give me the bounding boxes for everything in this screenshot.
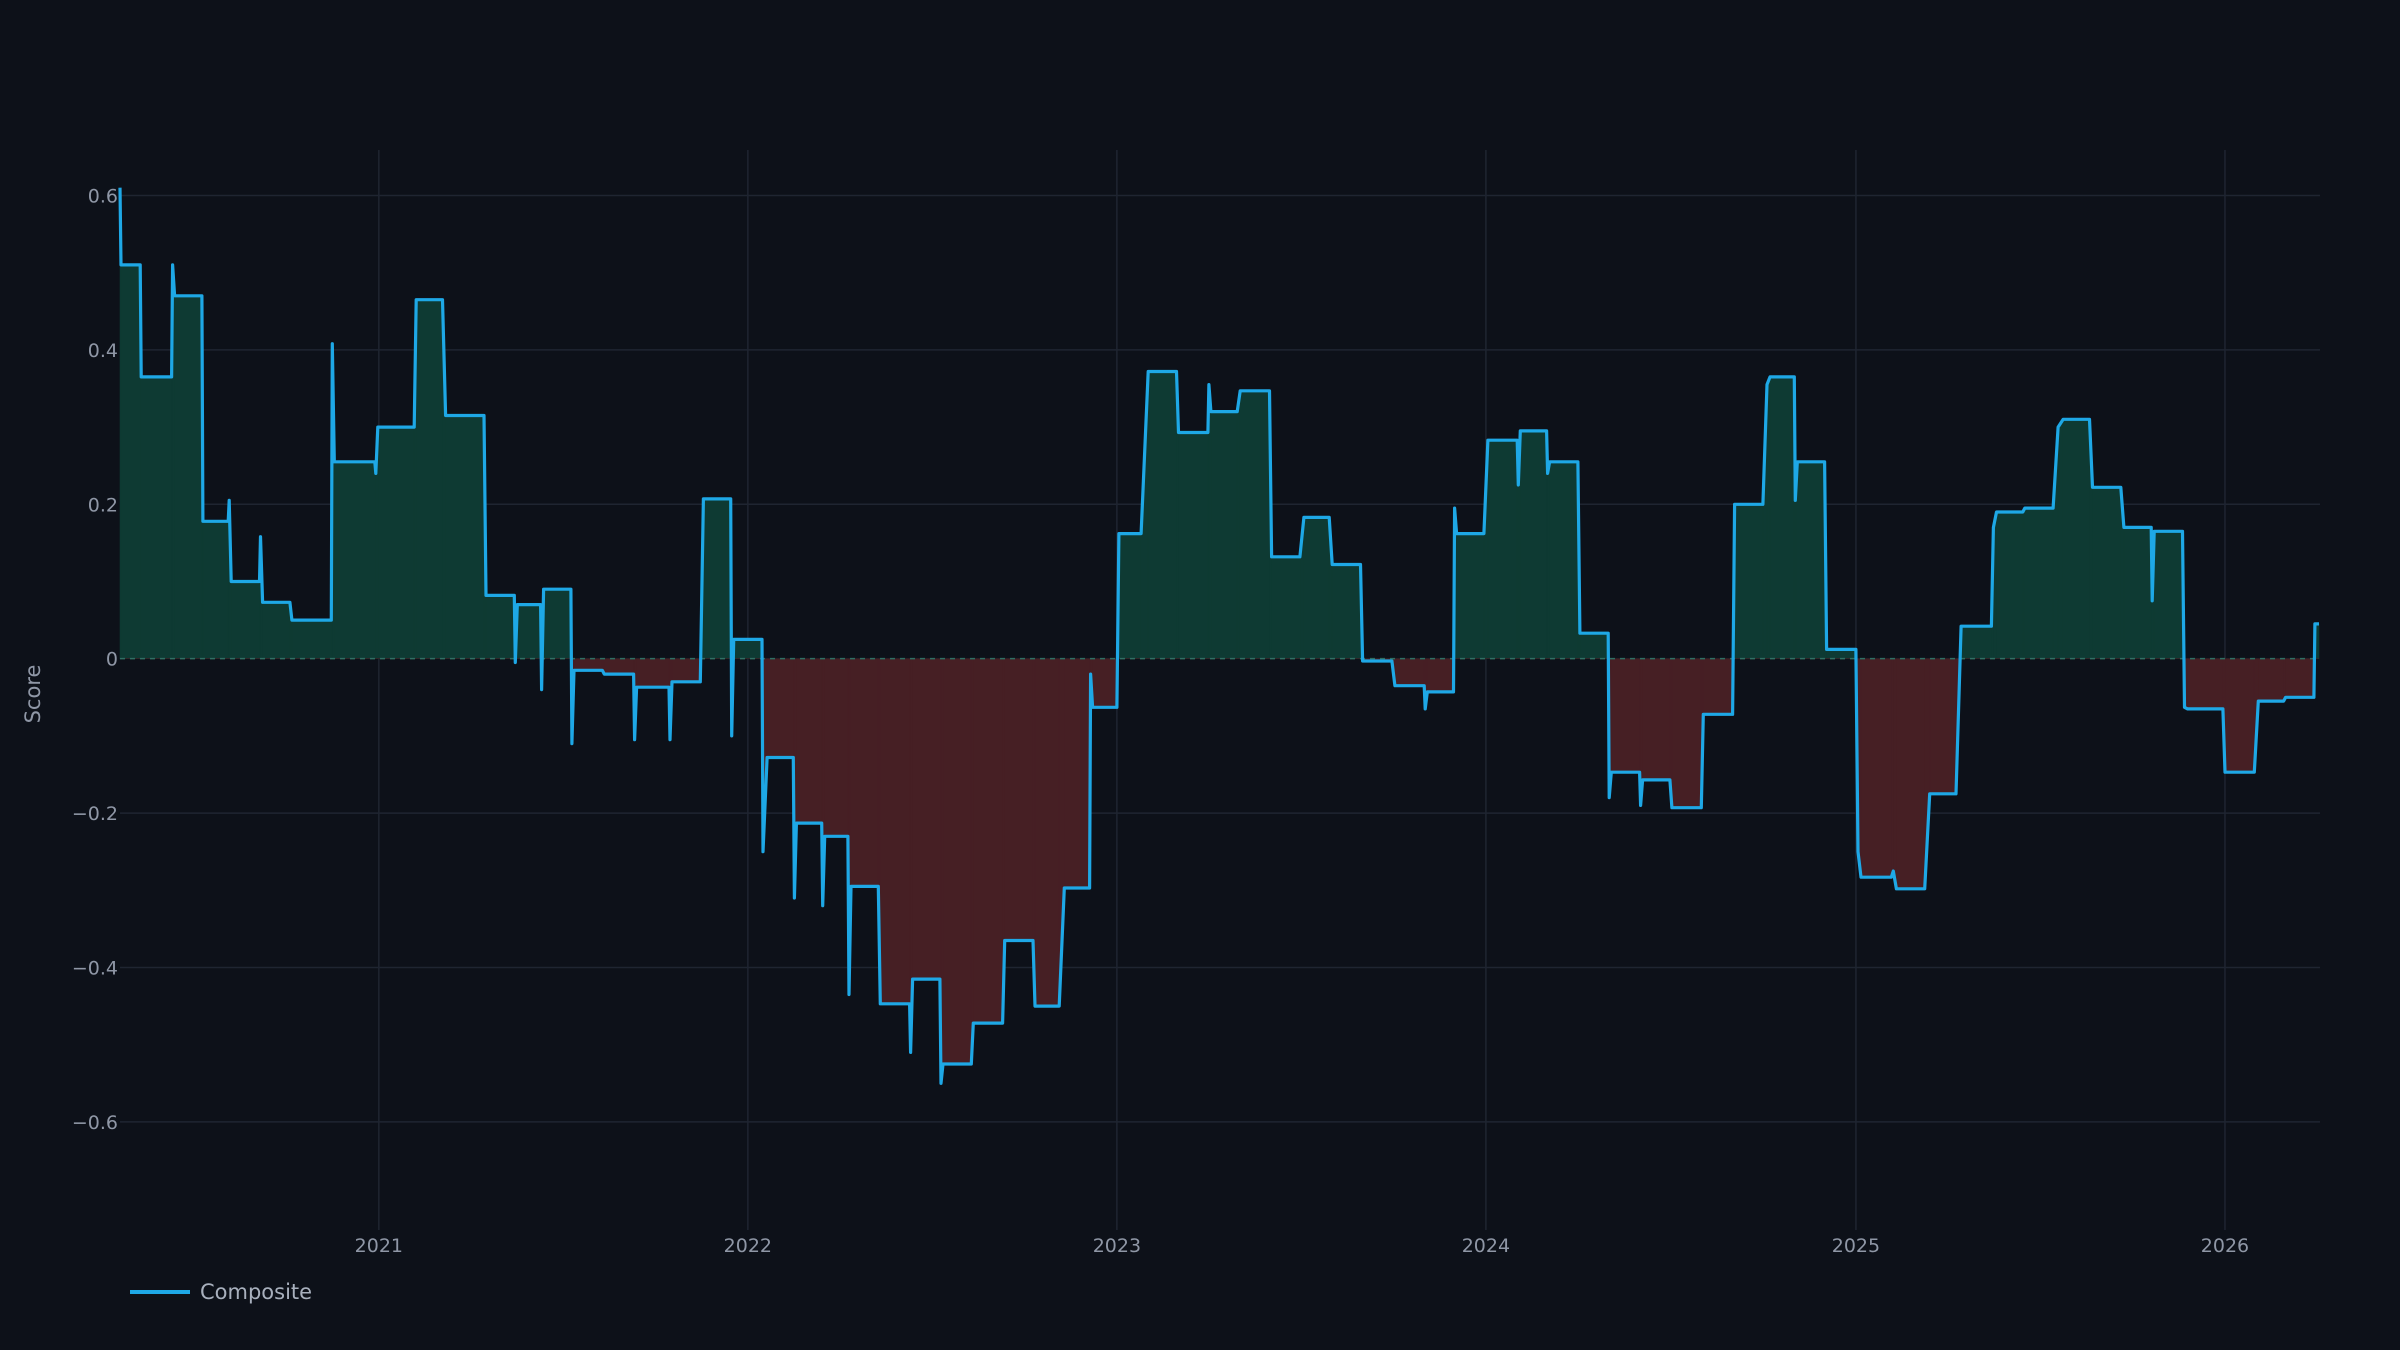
composite-series-line: [118, 187, 2319, 1085]
x-tick-label: 2022: [724, 1235, 772, 1257]
y-axis-ticks: 0.6 0.4 0.2 0 −0.2 −0.4 −0.6: [72, 185, 118, 1133]
x-tick-label: 2023: [1093, 1235, 1141, 1257]
y-tick-label: −0.6: [72, 1112, 118, 1134]
legend-label-composite: Composite: [200, 1280, 312, 1304]
y-tick-label: −0.4: [72, 958, 118, 980]
legend[interactable]: Composite: [130, 1280, 312, 1304]
y-tick-label: 0: [106, 649, 118, 671]
x-tick-label: 2026: [2201, 1235, 2249, 1257]
x-tick-label: 2025: [1832, 1235, 1880, 1257]
y-tick-label: 0.4: [88, 340, 118, 362]
y-tick-label: 0.6: [88, 185, 118, 207]
x-tick-label: 2021: [355, 1235, 403, 1257]
x-tick-label: 2024: [1462, 1235, 1510, 1257]
y-axis-label: Score: [21, 665, 45, 724]
y-tick-label: 0.2: [88, 494, 118, 516]
x-axis-ticks: 2021 2022 2023 2024 2025 2026: [355, 1235, 2249, 1257]
y-tick-label: −0.2: [72, 803, 118, 825]
grid-lines: [120, 150, 2320, 1230]
